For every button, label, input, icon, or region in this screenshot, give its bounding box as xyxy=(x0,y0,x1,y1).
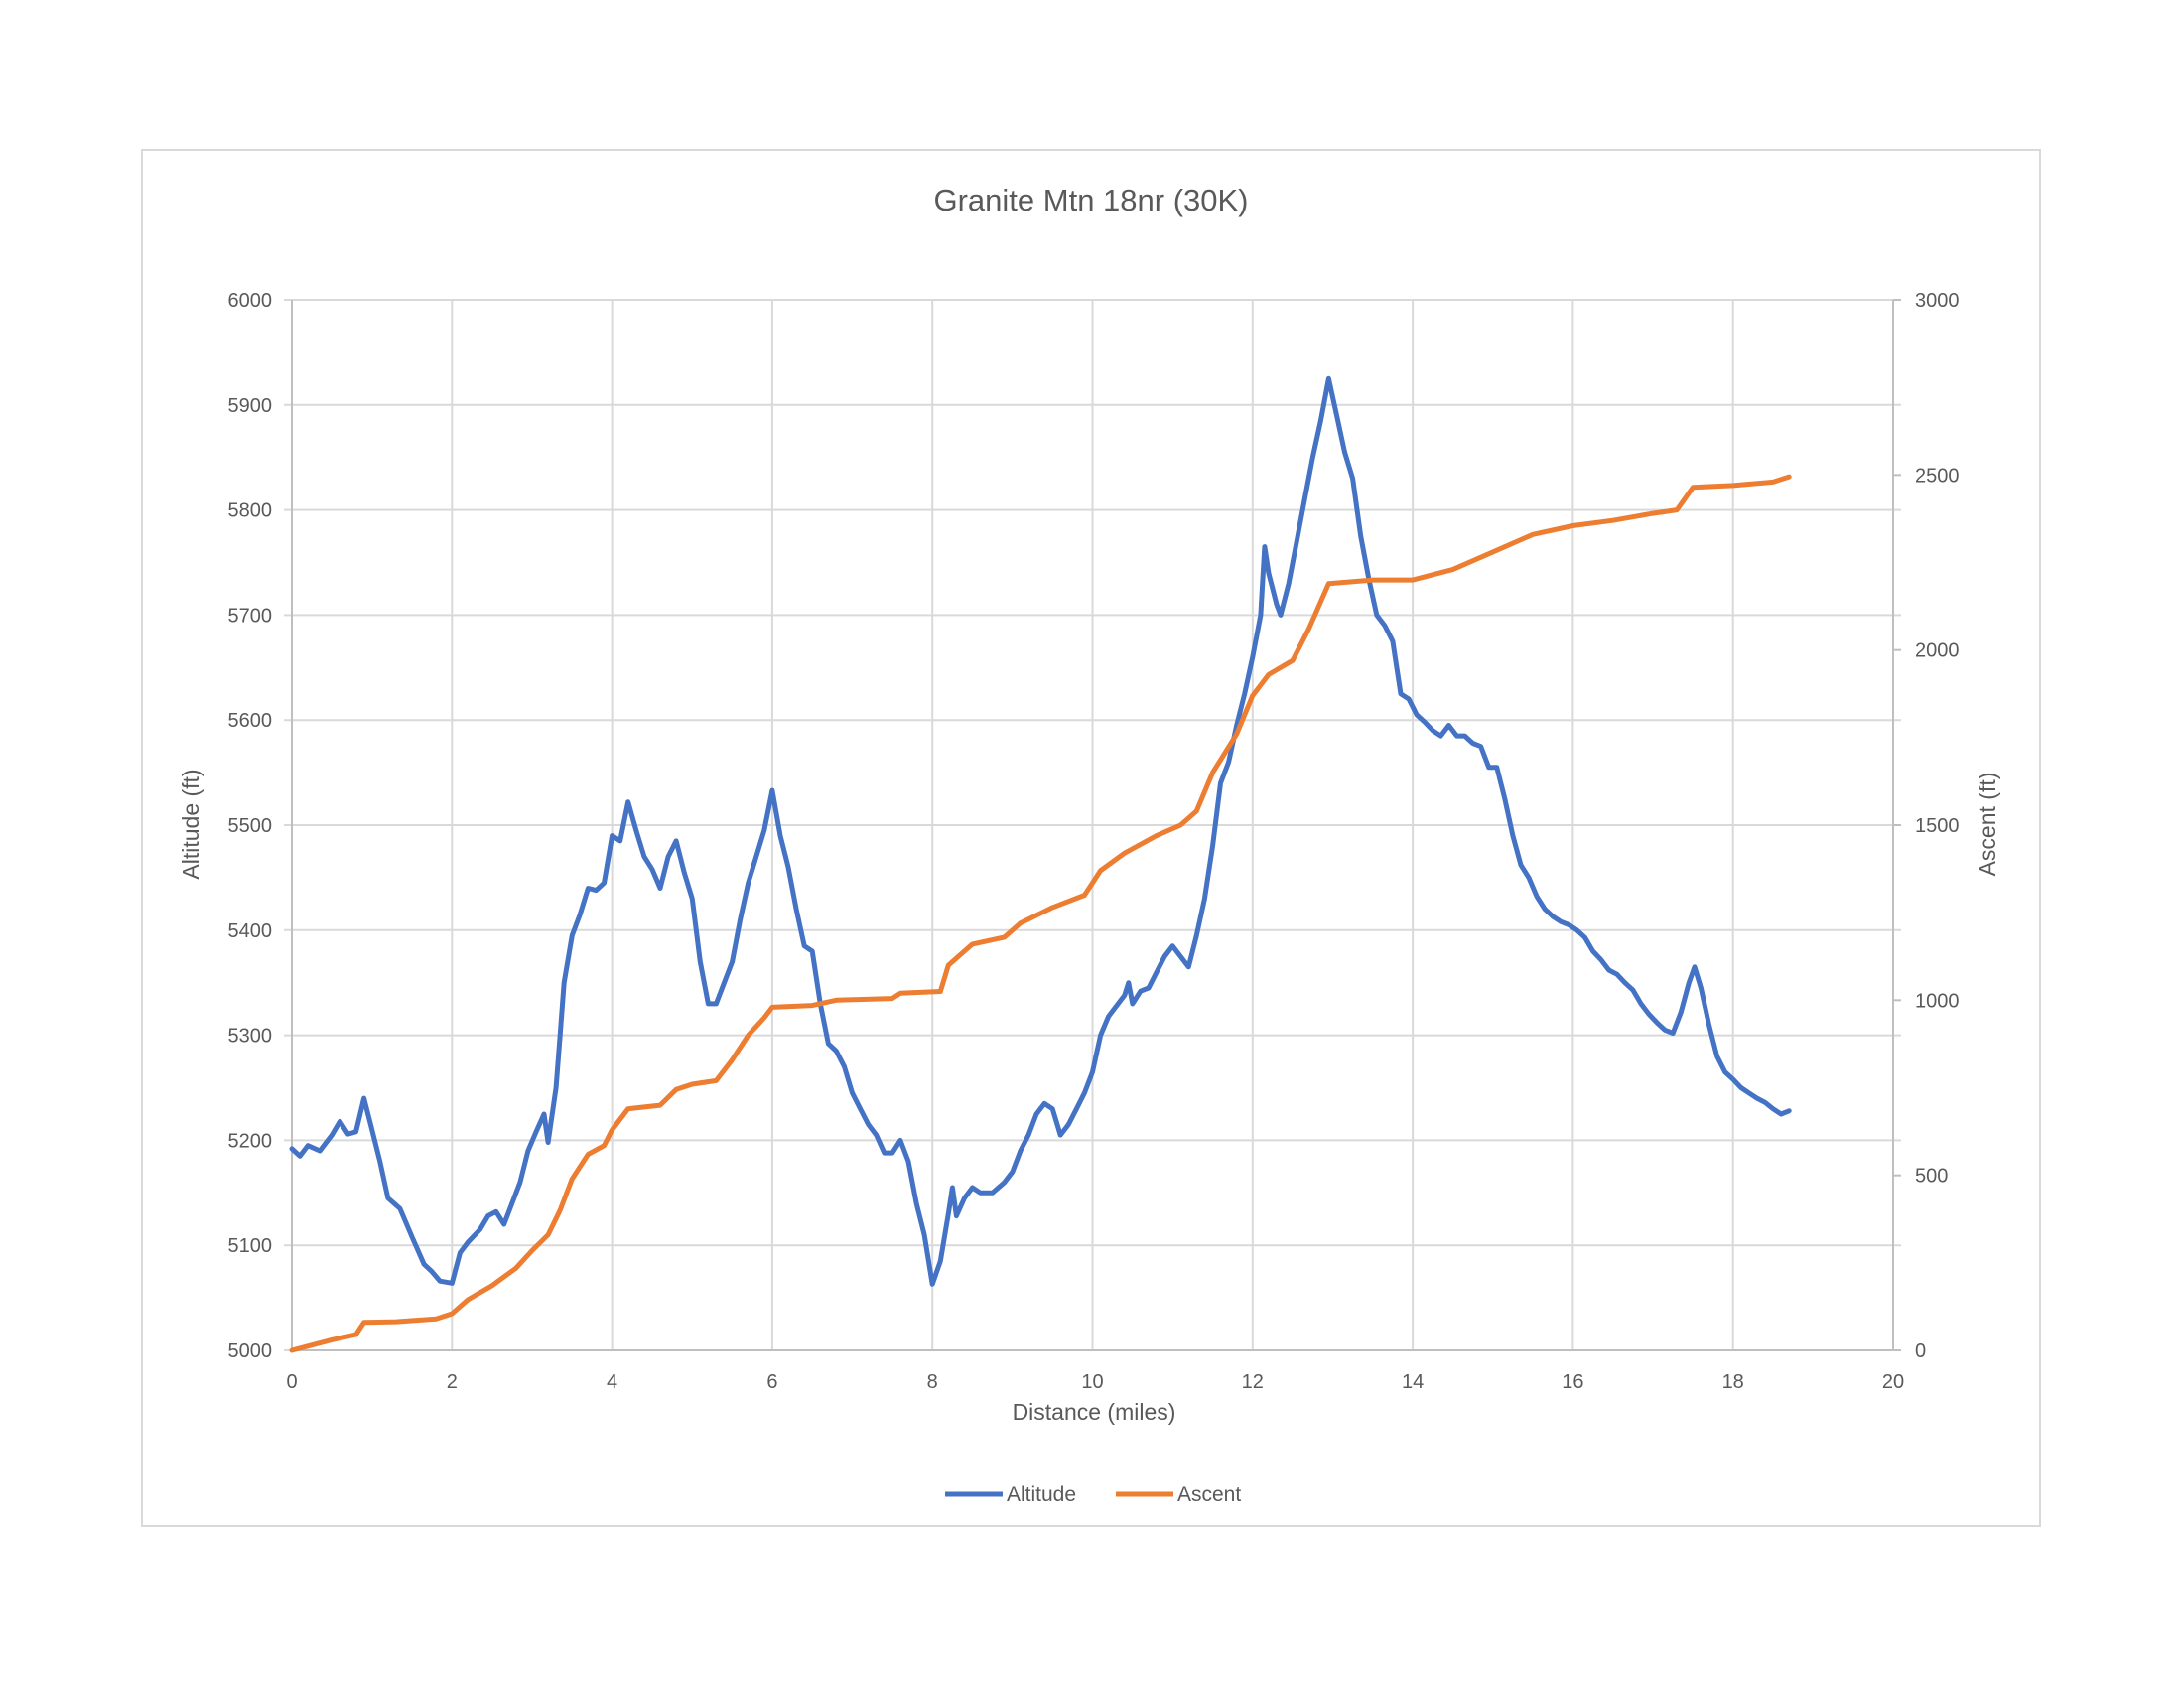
series-line-ascent xyxy=(289,474,1792,1353)
x-tick-label-2: 2 xyxy=(447,1371,458,1393)
y-tick-label-5100: 5100 xyxy=(228,1235,273,1257)
x-tick-label-20: 20 xyxy=(1882,1371,1904,1393)
series-line-altitude xyxy=(289,375,1792,1287)
y-tick-label-5000: 5000 xyxy=(228,1340,273,1362)
x-tick-label-4: 4 xyxy=(607,1371,617,1393)
x-tick-label-14: 14 xyxy=(1402,1371,1424,1393)
y-axis-label: Altitude (ft) xyxy=(178,769,204,879)
y-tick-label-5300: 5300 xyxy=(228,1026,273,1048)
tick-labels: 0 2 4 6 8 10 12 14 16 18 2050005100520053005400550… xyxy=(228,290,1960,1393)
x-tick-label-0: 0 xyxy=(286,1371,297,1393)
chart-frame: Granite Mtn 18nr (30K) 0 2 4 6 8 10 12 14 16 18 20… xyxy=(141,149,2041,1527)
grid-lines xyxy=(284,299,1901,1351)
x-axis-label: Distance (miles) xyxy=(1013,1399,1176,1425)
y2-tick-label-500: 500 xyxy=(1915,1166,1948,1188)
series-lines xyxy=(289,375,1792,1353)
x-tick-label-18: 18 xyxy=(1722,1371,1744,1393)
x-tick-label-10: 10 xyxy=(1081,1371,1103,1393)
x-tick-label-12: 12 xyxy=(1242,1371,1264,1393)
x-tick-label-16: 16 xyxy=(1562,1371,1583,1393)
legend-altitude-label: Altitude xyxy=(1007,1483,1076,1506)
y-tick-label-5400: 5400 xyxy=(228,920,273,942)
y2-tick-label-2000: 2000 xyxy=(1915,640,1960,662)
y-tick-label-6000: 6000 xyxy=(228,290,273,312)
y2-axis-label: Ascent (ft) xyxy=(1975,773,2000,877)
x-tick-label-6: 6 xyxy=(766,1371,777,1393)
y-tick-label-5500: 5500 xyxy=(228,815,273,837)
y-tick-label-5200: 5200 xyxy=(228,1130,273,1152)
y-tick-label-5800: 5800 xyxy=(228,500,273,522)
y2-tick-label-1000: 1000 xyxy=(1915,990,1960,1012)
y-tick-label-5600: 5600 xyxy=(228,710,273,732)
y2-tick-label-1500: 1500 xyxy=(1915,815,1960,837)
y2-tick-label-0: 0 xyxy=(1915,1340,1926,1362)
y2-tick-label-2500: 2500 xyxy=(1915,465,1960,487)
chart-svg: Granite Mtn 18nr (30K) 0 2 4 6 8 10 12 14 16 18 20… xyxy=(178,183,2000,1506)
legend-ascent-label: Ascent xyxy=(1177,1483,1241,1506)
y-tick-label-5900: 5900 xyxy=(228,395,273,417)
x-tick-label-8: 8 xyxy=(927,1371,938,1393)
y2-tick-label-3000: 3000 xyxy=(1915,290,1960,312)
chart-title: Granite Mtn 18nr (30K) xyxy=(933,183,1248,217)
legend: Altitude Ascent xyxy=(945,1483,1241,1506)
y-tick-label-5700: 5700 xyxy=(228,605,273,627)
